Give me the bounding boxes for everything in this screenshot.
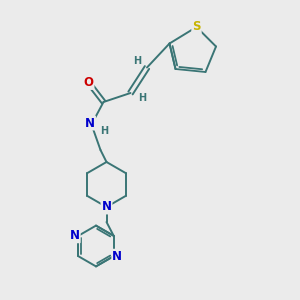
Text: N: N [112, 250, 122, 263]
Text: H: H [100, 126, 108, 136]
Text: N: N [85, 116, 95, 130]
Text: N: N [70, 229, 80, 242]
Text: H: H [138, 93, 146, 103]
Text: O: O [83, 76, 94, 89]
Text: N: N [101, 200, 112, 214]
Text: S: S [192, 20, 201, 34]
Text: H: H [133, 56, 142, 66]
